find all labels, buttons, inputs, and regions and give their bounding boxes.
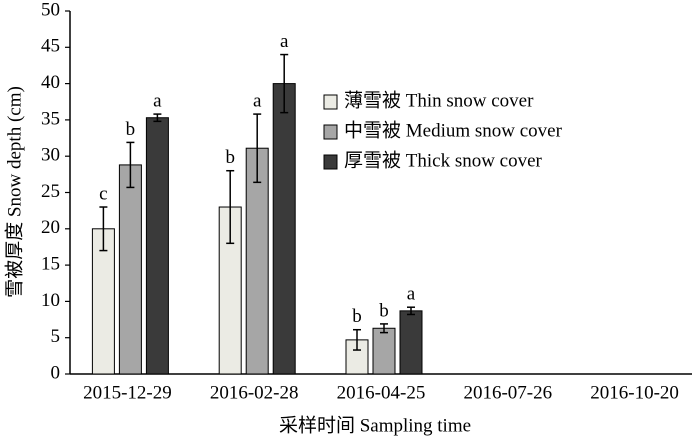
error-bar <box>153 113 162 123</box>
legend-swatch <box>323 124 338 140</box>
significance-letter: a <box>253 90 262 111</box>
y-tick-label: 45 <box>41 36 60 57</box>
x-tick-label: 2015-12-29 <box>83 382 172 403</box>
significance-letter: c <box>99 183 107 204</box>
significance-letter: b <box>225 147 235 168</box>
error-bar <box>253 113 262 184</box>
bar <box>399 310 423 375</box>
y-axis-label: 雪被厚度 Snow depth (cm) <box>3 86 25 298</box>
y-tick-label: 5 <box>51 326 61 347</box>
error-bar <box>126 141 135 189</box>
x-tick-label: 2016-02-28 <box>210 382 299 403</box>
x-tick-label: 2016-04-25 <box>337 382 426 403</box>
y-tick-label: 35 <box>41 108 60 129</box>
bar <box>272 83 296 375</box>
y-tick-label: 10 <box>41 290 60 311</box>
significance-letter: a <box>280 31 289 52</box>
x-tick-label: 2016-07-26 <box>463 382 552 403</box>
bar <box>372 327 396 375</box>
x-tick-label: 2016-10-20 <box>590 382 679 403</box>
y-tick-label: 40 <box>41 72 60 93</box>
significance-letter: a <box>407 284 416 305</box>
legend-label: 薄雪被 Thin snow cover <box>344 89 534 111</box>
y-tick-label: 20 <box>41 217 60 238</box>
bar <box>118 164 142 375</box>
x-axis-label: 采样时间 Sampling time <box>279 414 471 436</box>
bar <box>145 117 169 375</box>
significance-letter: b <box>379 300 389 321</box>
y-tick-label: 0 <box>51 362 61 383</box>
y-tick-label: 25 <box>41 181 60 202</box>
significance-letter: a <box>153 90 162 111</box>
y-tick-label: 30 <box>41 145 60 166</box>
y-tick-label: 15 <box>41 253 60 274</box>
error-bar <box>407 306 415 316</box>
error-bar <box>380 323 388 334</box>
y-tick-label: 50 <box>41 0 60 20</box>
error-bar <box>99 206 108 252</box>
legend-swatch <box>323 94 338 110</box>
significance-letter: b <box>126 119 136 140</box>
legend-label: 厚雪被 Thick snow cover <box>344 149 543 171</box>
legend-swatch <box>323 154 338 170</box>
significance-letter: b <box>352 306 362 327</box>
legend-label: 中雪被 Medium snow cover <box>344 119 563 141</box>
error-bar <box>226 169 235 245</box>
error-bar <box>280 53 289 114</box>
error-bar <box>353 328 361 351</box>
